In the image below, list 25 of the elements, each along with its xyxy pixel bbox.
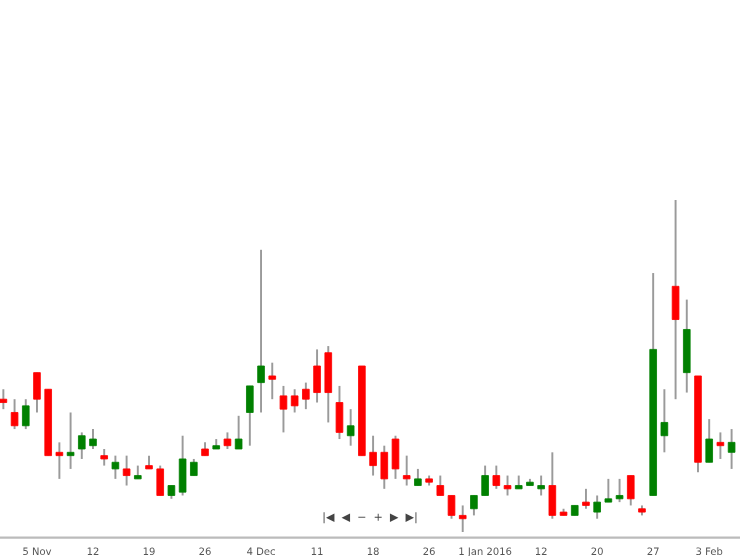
candlestick <box>683 298 691 394</box>
candlestick <box>716 431 725 460</box>
candlestick <box>705 418 713 464</box>
candlestick <box>402 454 411 487</box>
candlestick <box>21 398 30 431</box>
candlestick <box>257 248 265 414</box>
candlestick <box>492 464 501 490</box>
candlestick <box>346 408 355 447</box>
candlestick <box>335 384 344 441</box>
candlestick <box>727 428 736 470</box>
candlestick <box>615 477 624 504</box>
candlestick <box>268 361 277 401</box>
candlestick <box>246 384 254 447</box>
candlestick <box>582 487 590 510</box>
candlestick <box>548 451 557 520</box>
candlestick <box>122 454 131 487</box>
candlestick <box>279 384 288 434</box>
candlestick <box>66 411 75 470</box>
candlestick <box>10 398 19 431</box>
candlestick <box>0 388 8 411</box>
candlestick <box>671 200 680 401</box>
candlestick <box>234 414 243 450</box>
candlestick <box>626 474 635 507</box>
candlestick <box>111 454 120 480</box>
candlestick <box>503 474 512 497</box>
